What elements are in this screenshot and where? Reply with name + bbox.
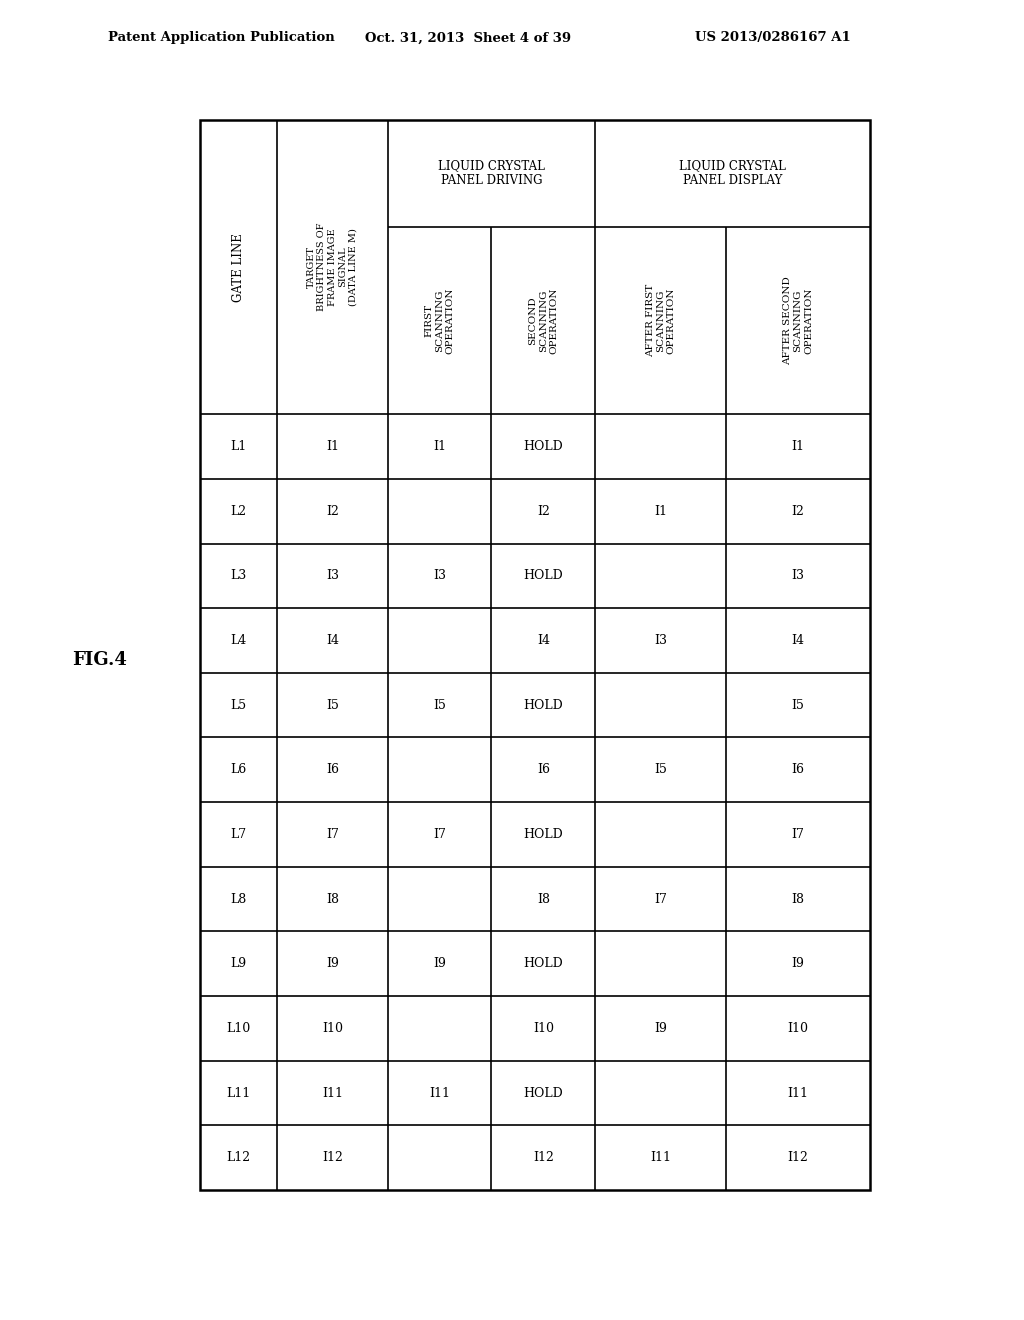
Text: I5: I5 <box>792 698 805 711</box>
Text: L5: L5 <box>230 698 247 711</box>
Text: HOLD: HOLD <box>523 698 563 711</box>
Text: L10: L10 <box>226 1022 251 1035</box>
Text: HOLD: HOLD <box>523 1086 563 1100</box>
Text: I12: I12 <box>322 1151 343 1164</box>
Text: L2: L2 <box>230 504 247 517</box>
Text: I4: I4 <box>792 634 805 647</box>
Text: I7: I7 <box>326 828 339 841</box>
Text: Patent Application Publication: Patent Application Publication <box>108 32 335 45</box>
Text: AFTER FIRST
SCANNING
OPERATION: AFTER FIRST SCANNING OPERATION <box>646 284 676 358</box>
Text: Oct. 31, 2013  Sheet 4 of 39: Oct. 31, 2013 Sheet 4 of 39 <box>365 32 571 45</box>
Text: HOLD: HOLD <box>523 828 563 841</box>
Text: HOLD: HOLD <box>523 957 563 970</box>
Text: LIQUID CRYSTAL
PANEL DRIVING: LIQUID CRYSTAL PANEL DRIVING <box>438 160 545 187</box>
Text: L6: L6 <box>230 763 247 776</box>
Text: AFTER SECOND
SCANNING
OPERATION: AFTER SECOND SCANNING OPERATION <box>783 276 813 366</box>
Text: I7: I7 <box>433 828 446 841</box>
Text: I10: I10 <box>787 1022 809 1035</box>
Text: I6: I6 <box>537 763 550 776</box>
Text: GATE LINE: GATE LINE <box>232 232 245 301</box>
Text: I12: I12 <box>532 1151 554 1164</box>
Text: I11: I11 <box>429 1086 450 1100</box>
Text: FIRST
SCANNING
OPERATION: FIRST SCANNING OPERATION <box>425 288 455 354</box>
Text: I8: I8 <box>537 892 550 906</box>
Text: I8: I8 <box>326 892 339 906</box>
Text: SECOND
SCANNING
OPERATION: SECOND SCANNING OPERATION <box>528 288 558 354</box>
Text: I3: I3 <box>326 569 339 582</box>
Text: I5: I5 <box>326 698 339 711</box>
Text: I2: I2 <box>537 504 550 517</box>
Text: I1: I1 <box>326 440 339 453</box>
Text: I6: I6 <box>326 763 339 776</box>
Text: L11: L11 <box>226 1086 251 1100</box>
Text: L9: L9 <box>230 957 247 970</box>
Text: I11: I11 <box>322 1086 343 1100</box>
Text: I10: I10 <box>322 1022 343 1035</box>
Text: I2: I2 <box>326 504 339 517</box>
Text: I3: I3 <box>433 569 446 582</box>
Text: I1: I1 <box>433 440 446 453</box>
Text: L3: L3 <box>230 569 247 582</box>
Text: L8: L8 <box>230 892 247 906</box>
Text: HOLD: HOLD <box>523 569 563 582</box>
Text: I9: I9 <box>792 957 805 970</box>
Text: US 2013/0286167 A1: US 2013/0286167 A1 <box>695 32 851 45</box>
Text: I9: I9 <box>326 957 339 970</box>
Text: L12: L12 <box>226 1151 251 1164</box>
Text: I7: I7 <box>792 828 805 841</box>
Text: I5: I5 <box>433 698 446 711</box>
Text: I2: I2 <box>792 504 805 517</box>
Text: LIQUID CRYSTAL
PANEL DISPLAY: LIQUID CRYSTAL PANEL DISPLAY <box>679 160 786 187</box>
Text: I8: I8 <box>792 892 805 906</box>
Text: I1: I1 <box>792 440 805 453</box>
Text: L7: L7 <box>230 828 247 841</box>
Text: I3: I3 <box>792 569 805 582</box>
Text: I10: I10 <box>532 1022 554 1035</box>
Text: I3: I3 <box>654 634 667 647</box>
Text: I1: I1 <box>654 504 667 517</box>
Text: I5: I5 <box>654 763 667 776</box>
Text: I11: I11 <box>650 1151 671 1164</box>
Text: TARGET
BRIGHTNESS OF
FRAME IMAGE
SIGNAL
(DATA LINE M): TARGET BRIGHTNESS OF FRAME IMAGE SIGNAL … <box>307 223 357 312</box>
Text: I12: I12 <box>787 1151 808 1164</box>
Text: L1: L1 <box>230 440 247 453</box>
Text: FIG.4: FIG.4 <box>73 651 127 669</box>
Text: I4: I4 <box>326 634 339 647</box>
Text: I9: I9 <box>654 1022 667 1035</box>
Text: HOLD: HOLD <box>523 440 563 453</box>
Text: I4: I4 <box>537 634 550 647</box>
Text: I11: I11 <box>787 1086 809 1100</box>
Bar <box>200 120 870 1191</box>
Text: I6: I6 <box>792 763 805 776</box>
Text: L4: L4 <box>230 634 247 647</box>
Text: I9: I9 <box>433 957 446 970</box>
Text: I7: I7 <box>654 892 667 906</box>
